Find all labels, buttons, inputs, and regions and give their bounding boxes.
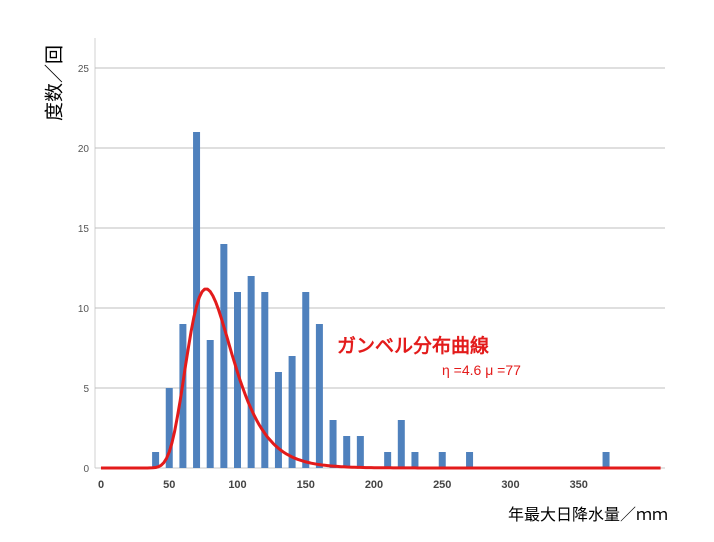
curve-parameters: η =4.6 μ =77 bbox=[442, 362, 521, 378]
y-tick-label: 0 bbox=[83, 464, 89, 475]
bar bbox=[466, 452, 474, 468]
y-tick-labels: 0 5 10 15 20 25 bbox=[78, 64, 90, 475]
bar bbox=[234, 292, 241, 468]
gridlines bbox=[95, 67, 665, 469]
bar bbox=[193, 132, 201, 468]
x-tick-label: 100 bbox=[228, 479, 246, 491]
y-tick-label: 20 bbox=[78, 144, 90, 155]
x-tick-label: 350 bbox=[570, 479, 588, 491]
x-tick-labels: 0 50 100 150 200 250 300 350 bbox=[98, 479, 588, 491]
bar bbox=[179, 324, 187, 468]
bar bbox=[220, 244, 228, 468]
bar bbox=[206, 340, 214, 468]
bar bbox=[274, 372, 282, 468]
x-tick-label: 0 bbox=[98, 479, 104, 491]
bar bbox=[288, 356, 296, 468]
bar bbox=[602, 452, 610, 468]
bar bbox=[165, 388, 173, 468]
gumbel-curve bbox=[101, 287, 661, 470]
x-tick-label: 200 bbox=[365, 479, 383, 491]
bar bbox=[397, 420, 405, 468]
bar bbox=[356, 436, 364, 468]
bars bbox=[152, 132, 610, 468]
y-tick-label: 25 bbox=[78, 64, 90, 75]
x-tick-label: 50 bbox=[163, 479, 175, 491]
curve-legend-label: ガンベル分布曲線 bbox=[337, 334, 489, 357]
bar bbox=[329, 420, 337, 468]
bar bbox=[343, 436, 351, 468]
x-tick-label: 250 bbox=[433, 479, 451, 491]
x-tick-label: 150 bbox=[297, 479, 315, 491]
bar bbox=[315, 324, 323, 468]
bar bbox=[302, 292, 310, 468]
y-tick-label: 15 bbox=[78, 224, 90, 235]
bar bbox=[438, 452, 446, 468]
bar bbox=[261, 292, 269, 468]
y-tick-label: 10 bbox=[78, 304, 90, 315]
x-tick-label: 300 bbox=[501, 479, 519, 491]
bar bbox=[247, 276, 255, 468]
bar bbox=[384, 452, 392, 468]
x-axis-label: 年最大日降水量／ｍｍ bbox=[508, 505, 668, 524]
y-axis-label: 度数／回 bbox=[44, 45, 66, 121]
bar bbox=[152, 452, 160, 468]
y-tick-label: 5 bbox=[83, 384, 89, 395]
bar bbox=[411, 452, 419, 468]
